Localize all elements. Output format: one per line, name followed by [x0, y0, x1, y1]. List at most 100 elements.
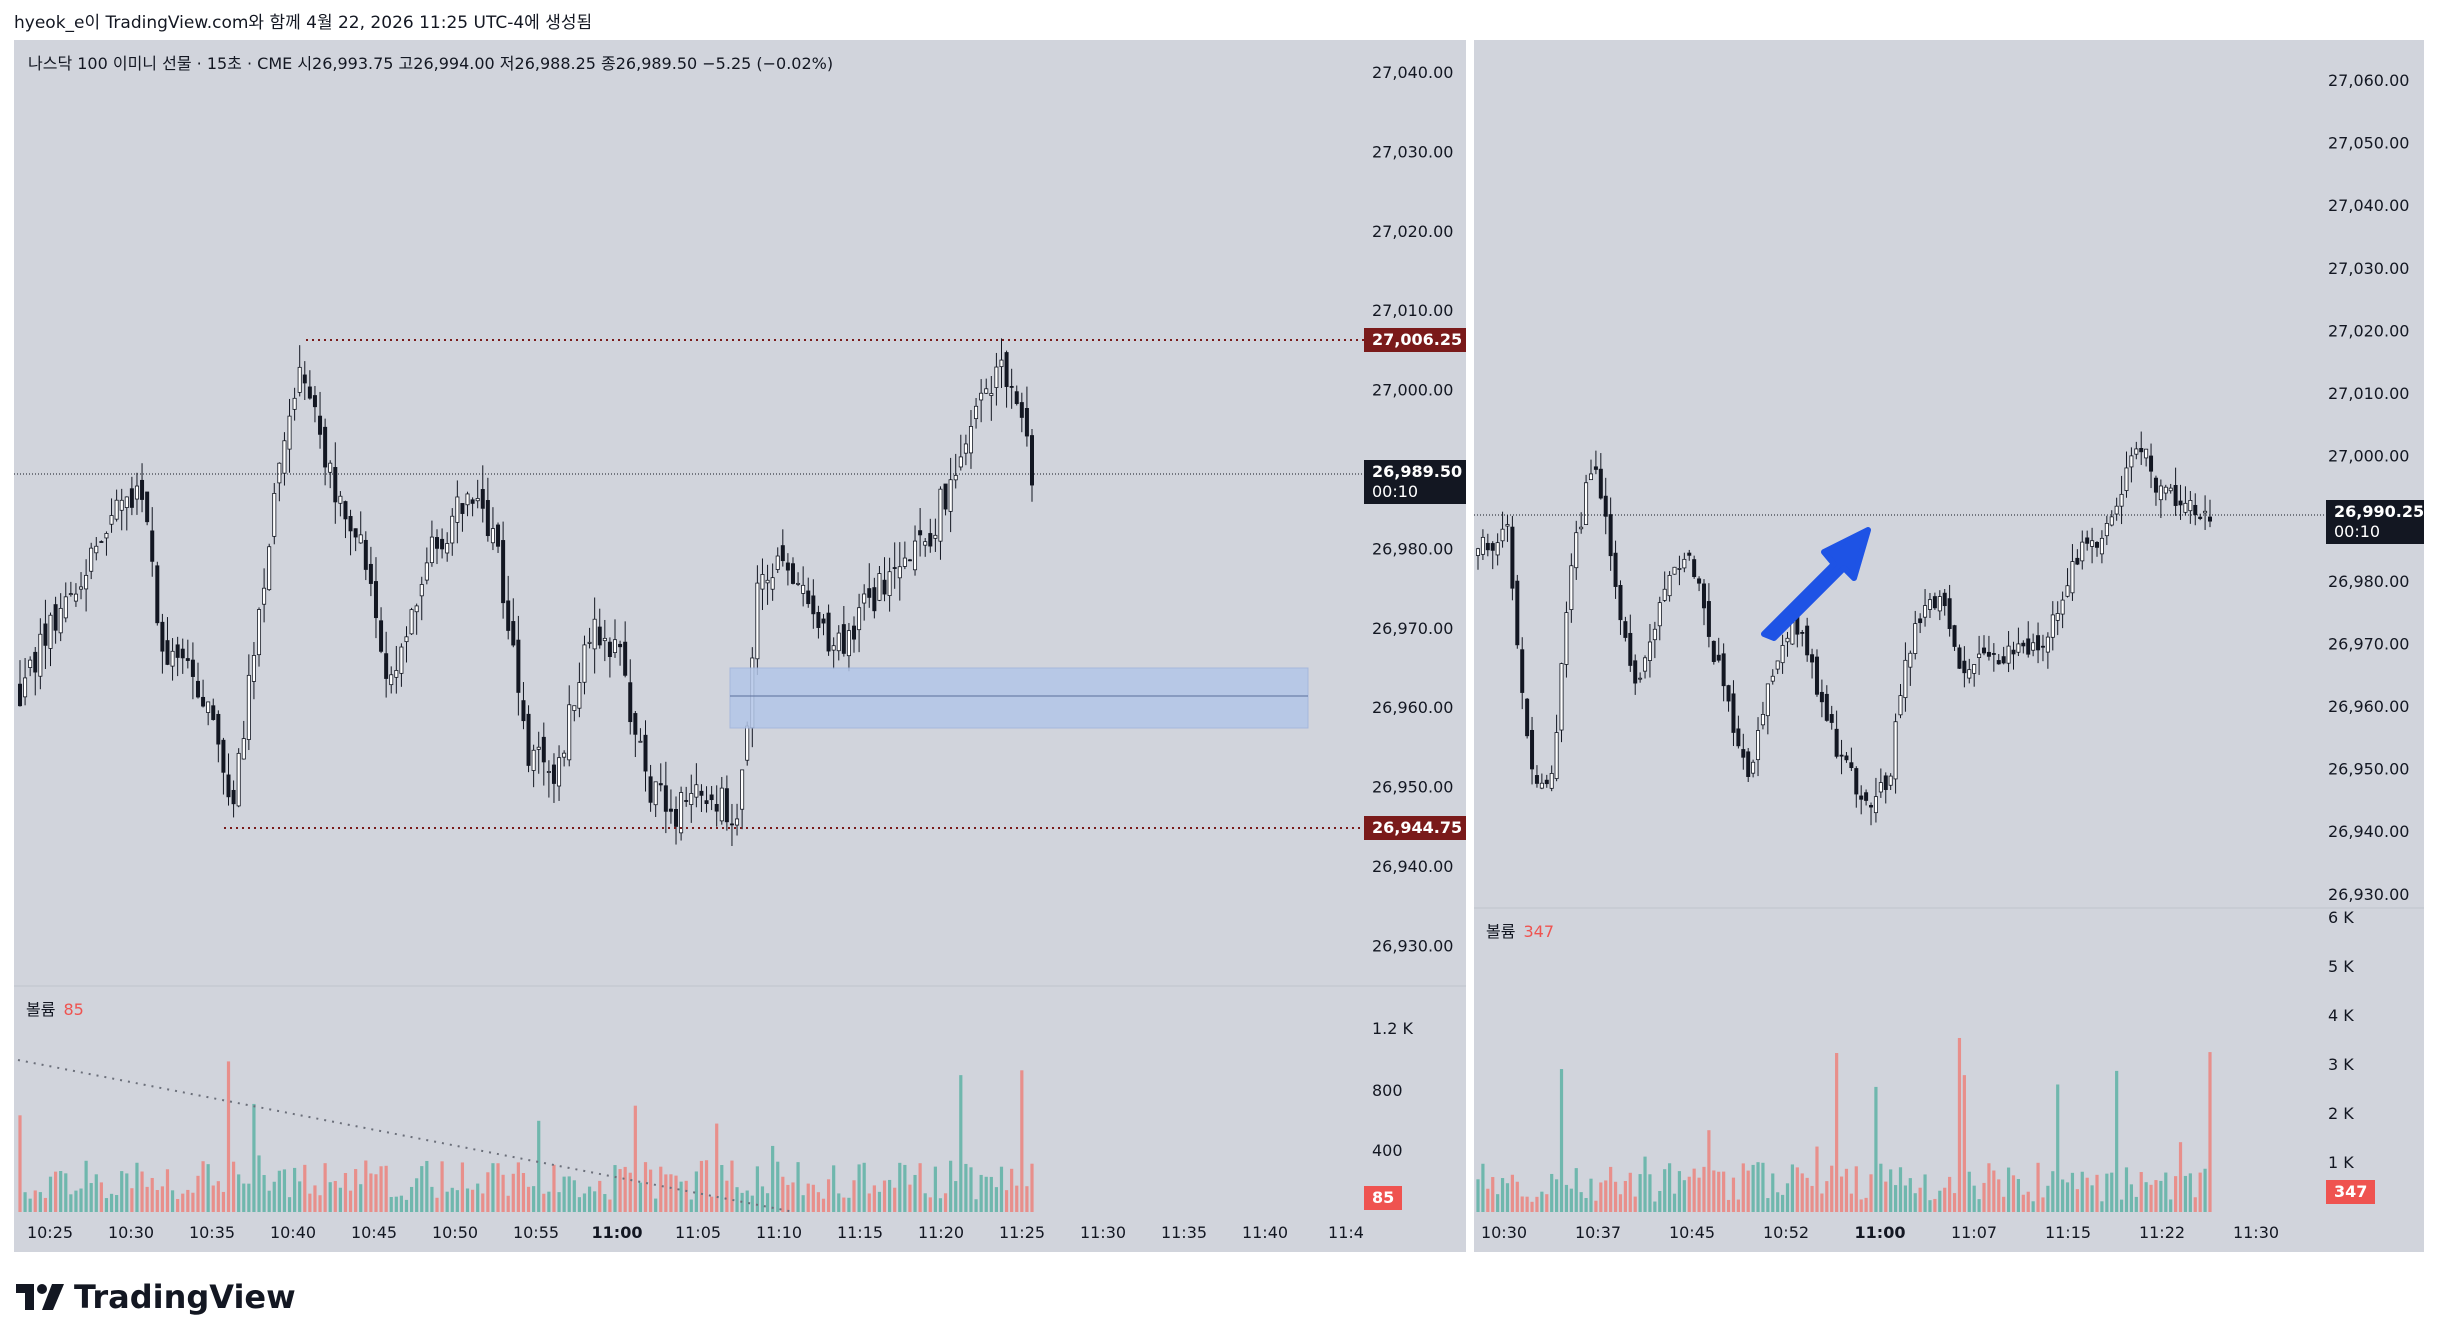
candle-body	[643, 734, 648, 772]
volume-bar	[354, 1169, 358, 1212]
left-chart-pane[interactable]: 27,040.00 27,030.00 27,020.00 27,010.00 27,0…	[14, 40, 1466, 1252]
volume-bar	[821, 1198, 826, 1212]
candle-body	[557, 757, 562, 787]
candle-body	[633, 713, 638, 735]
volume-bar	[771, 1145, 775, 1212]
candle-body	[1883, 775, 1888, 790]
volume-bar	[699, 1160, 704, 1212]
candle-body	[811, 595, 816, 615]
volume-bar	[450, 1187, 454, 1212]
candle-body	[852, 625, 857, 640]
volume-bar	[1520, 1196, 1524, 1212]
candle-body	[333, 467, 338, 503]
volume-bar	[2075, 1189, 2079, 1212]
candle-body	[1726, 685, 1731, 702]
candle-body	[989, 393, 994, 396]
volume-bar	[1805, 1177, 1809, 1212]
volume-bar	[2203, 1168, 2207, 1212]
price-axis-label: 27,010.00	[2328, 384, 2409, 403]
candle-body	[679, 792, 684, 834]
volume-bar	[262, 1175, 266, 1212]
candle-body	[323, 426, 328, 468]
candle-body	[694, 784, 699, 798]
volume-bar	[1638, 1174, 1642, 1212]
candle-body	[1505, 524, 1510, 527]
volume-legend[interactable]: 볼륨 85	[26, 996, 84, 1020]
volume-bar	[740, 1192, 744, 1212]
volume-bar	[1481, 1163, 1485, 1212]
volume-bar	[247, 1183, 251, 1212]
volume-bar	[791, 1182, 795, 1212]
right-chart-pane[interactable]: 27,060.00 27,050.00 27,040.00 27,030.00 27,0…	[1474, 40, 2424, 1252]
candle-body	[531, 749, 536, 771]
left-chart-canvas[interactable]: 27,040.00 27,030.00 27,020.00 27,010.00 27,0…	[14, 40, 1466, 1252]
candle-body	[195, 680, 200, 698]
price-axis-label: 26,940.00	[2328, 822, 2409, 841]
candle-body	[1869, 804, 1874, 808]
volume-bar	[348, 1190, 353, 1212]
volume-bar	[364, 1160, 368, 1212]
volume-bar	[2056, 1084, 2060, 1212]
candle-body	[867, 588, 872, 598]
candle-body	[165, 640, 170, 665]
candle-body	[2031, 642, 2036, 651]
candle-body	[2183, 502, 2188, 513]
candle-body	[775, 555, 780, 570]
volume-bar	[1790, 1164, 1795, 1212]
candle-body	[592, 618, 597, 650]
volume-bar	[648, 1169, 653, 1212]
volume-bar	[1623, 1180, 1627, 1212]
volume-bar	[1525, 1196, 1529, 1212]
volume-bar	[2208, 1052, 2212, 1212]
candle-body	[373, 581, 378, 619]
time-axis-label: 10:35	[189, 1223, 235, 1242]
volume-bar	[537, 1120, 541, 1212]
volume-bar	[2164, 1172, 2168, 1212]
tradingview-brand[interactable]: TradingView	[16, 1278, 296, 1316]
right-chart-canvas[interactable]: 27,060.00 27,050.00 27,040.00 27,030.00 27,0…	[1474, 40, 2424, 1252]
volume-bar	[333, 1180, 337, 1212]
candle-body	[2011, 649, 2016, 655]
candle-body	[429, 536, 434, 564]
candle-body	[1756, 730, 1761, 761]
volume-bar	[1820, 1193, 1824, 1212]
candle-body	[2080, 541, 2085, 562]
volume-bar	[1004, 1190, 1009, 1212]
time-axis-label: 10:37	[1575, 1223, 1621, 1242]
volume-bar	[415, 1178, 419, 1212]
candle-body	[1584, 482, 1589, 525]
candle-body	[292, 397, 297, 410]
volume-bar	[1653, 1201, 1657, 1212]
candle-body	[785, 562, 790, 571]
volume-bar	[2085, 1177, 2089, 1212]
candle-body	[1515, 580, 1520, 646]
candle-body	[104, 533, 109, 539]
volume-bar	[496, 1163, 500, 1212]
candle-body	[2065, 585, 2070, 597]
symbol-legend[interactable]: 나스닥 100 이미니 선물 · 15초 · CME 시26,993.75 고2…	[28, 54, 834, 73]
candle-body	[1854, 768, 1859, 795]
candle-body	[1004, 352, 1009, 387]
candle-body	[419, 584, 424, 597]
time-axis-label: 10:25	[27, 1223, 73, 1242]
candle-body	[1741, 749, 1746, 758]
volume-bar	[2002, 1196, 2006, 1212]
candle-body	[2050, 614, 2055, 638]
candle-body	[1030, 435, 1035, 486]
candle-body	[1623, 621, 1628, 638]
volume-bar	[369, 1173, 373, 1212]
volume-bar	[781, 1176, 785, 1212]
volume-axis-label: 1 K	[2328, 1153, 2354, 1172]
volume-badge-right: 347	[2326, 1180, 2376, 1204]
volume-bar	[125, 1173, 129, 1212]
volume-bar	[221, 1191, 226, 1212]
candle-body	[1652, 628, 1657, 641]
candle-body	[1765, 683, 1770, 717]
volume-legend-right[interactable]: 볼륨 347	[1486, 918, 1554, 942]
candle-body	[2109, 516, 2114, 526]
candle-body	[1834, 728, 1839, 757]
volume-bar	[593, 1191, 597, 1212]
candle-body	[53, 604, 58, 631]
candle-body	[1819, 691, 1824, 703]
volume-bar	[730, 1160, 734, 1212]
